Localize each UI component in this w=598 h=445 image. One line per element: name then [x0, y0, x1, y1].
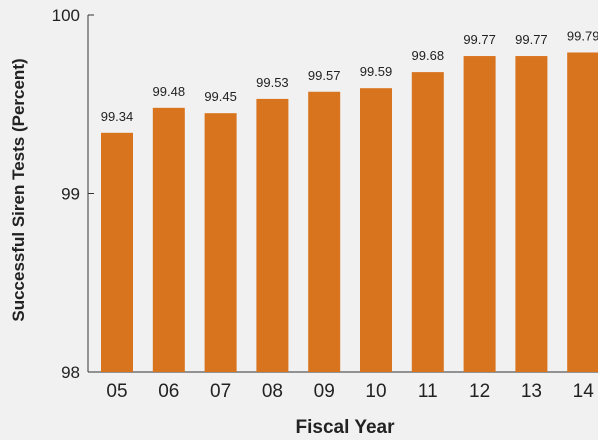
bar — [360, 88, 392, 372]
bar-value-label: 99.48 — [153, 84, 186, 99]
bar-value-label: 99.34 — [101, 109, 134, 124]
x-axis-title: Fiscal Year — [296, 417, 396, 438]
data-labels: 99.34 99.48 99.45 99.53 99.57 99.59 99.68 99.77… — [101, 28, 598, 123]
bar-value-label: 99.45 — [204, 89, 237, 104]
x-tick-label: 14 — [573, 381, 595, 402]
bar-value-label: 99.57 — [308, 68, 341, 83]
x-tick-label: 09 — [314, 381, 335, 402]
bar — [308, 91, 341, 372]
bar-value-label: 99.59 — [360, 64, 393, 79]
y-axis-title: Successful Siren Tests (Percent) — [9, 58, 28, 321]
x-tick-label: 12 — [469, 381, 490, 402]
bar — [152, 107, 185, 372]
x-tick-label: 05 — [106, 381, 127, 402]
bar — [256, 98, 289, 373]
x-tick-label: 06 — [158, 381, 179, 402]
bar-value-label: 99.53 — [256, 75, 289, 90]
y-ticks: 98 99 100 — [52, 6, 94, 382]
y-tick-label: 98 — [61, 363, 80, 382]
bar-value-label: 99.77 — [515, 32, 548, 47]
y-tick-label: 100 — [52, 6, 80, 25]
bar — [515, 56, 548, 373]
bar-value-label: 99.79 — [567, 28, 598, 43]
x-tick-label: 10 — [365, 381, 386, 402]
bar — [204, 113, 237, 373]
bar — [463, 56, 496, 373]
x-tick-label: 11 — [418, 381, 438, 402]
x-tick-label: 13 — [521, 381, 542, 402]
x-ticks: 05 06 07 08 09 10 11 12 13 14 — [106, 381, 594, 402]
y-tick-label: 99 — [61, 185, 80, 204]
bar-value-label: 99.68 — [412, 48, 445, 63]
bars — [101, 52, 598, 373]
bar-value-label: 99.77 — [463, 32, 496, 47]
x-tick-label: 08 — [262, 381, 283, 402]
bar — [567, 52, 598, 373]
bar — [411, 72, 444, 373]
x-tick-label: 07 — [210, 381, 231, 402]
bar — [101, 132, 133, 372]
